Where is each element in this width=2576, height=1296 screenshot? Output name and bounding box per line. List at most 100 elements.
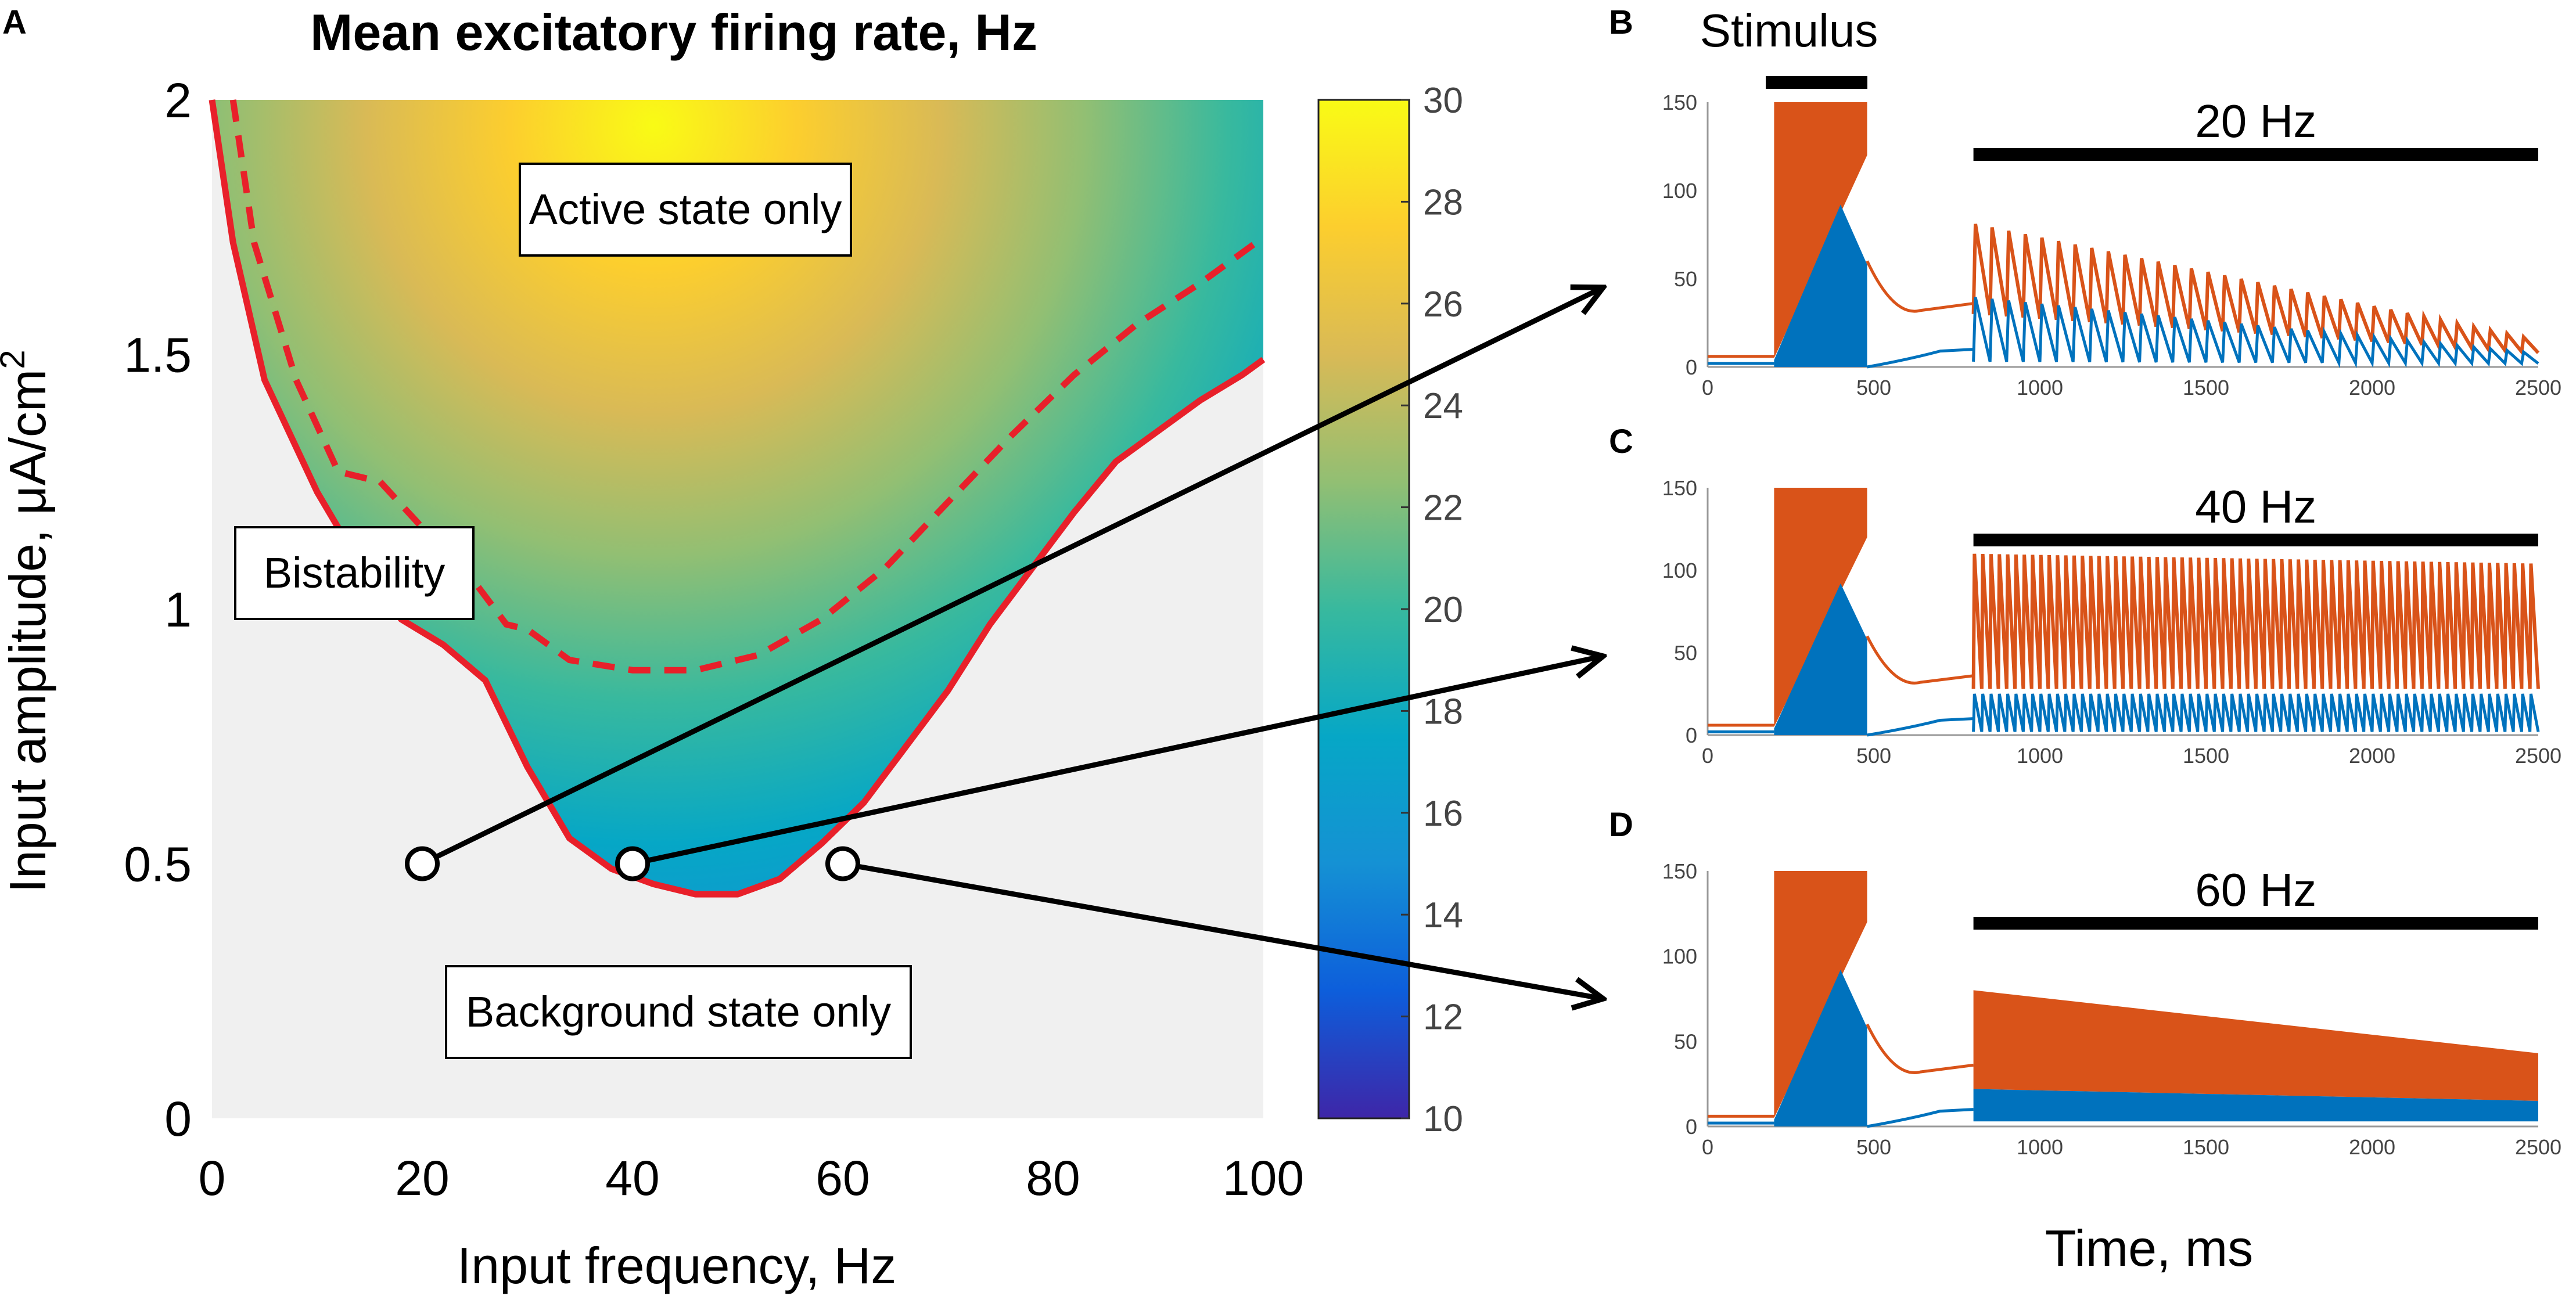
trace-x-tick-label: 2500 [2515, 1135, 2561, 1159]
trace-y-tick-label: 150 [1662, 91, 1697, 114]
trace-x-tick-label: 1000 [2017, 376, 2063, 399]
colorbar-tick-label: 22 [1423, 488, 1463, 528]
trace-x-tick-label: 1500 [2183, 376, 2229, 399]
heatmap-y-axis-title: Input amplitude, μA/cm2 [0, 350, 56, 892]
colorbar [1317, 99, 1410, 1119]
y-axis-title-superscript: 2 [0, 350, 32, 369]
inhibitory-input-band [1973, 1089, 2538, 1122]
input-frequency-label: 20 Hz [2195, 95, 2316, 147]
trace-x-tick-label: 2000 [2349, 744, 2395, 768]
excitatory-baseline-trace [1708, 1023, 1974, 1118]
input-frequency-label: 40 Hz [2195, 481, 2316, 532]
trace-x-tick-label: 1500 [2183, 744, 2229, 768]
label-background-state-only-text: Background state only [466, 988, 891, 1036]
trace-y-tick-label: 50 [1674, 267, 1697, 291]
heatmap-y-tick-label: 0.5 [124, 837, 192, 892]
colorbar-tick-label: 28 [1423, 182, 1463, 222]
panel-letter-c: C [1609, 423, 1633, 460]
colorbar-ticks: 10 12 14 16 18 20 22 24 26 28 30 [1401, 81, 1463, 1139]
trace-y-tick-label: 100 [1662, 945, 1697, 969]
colorbar-tick-label: 30 [1423, 81, 1463, 121]
heatmap-x-tick-label: 20 [395, 1151, 449, 1205]
excitatory-stimulus-response [1774, 488, 1867, 727]
trace-y-tick-label: 100 [1662, 179, 1697, 203]
trace-y-tick-label: 0 [1686, 723, 1697, 747]
heatmap-y-ticks: 0 0.5 1 1.5 2 [124, 73, 192, 1146]
trace-y-tick-label: 150 [1662, 476, 1697, 500]
trace-x-tick-label: 500 [1856, 1135, 1891, 1159]
heatmap-x-tick-label: 60 [815, 1151, 870, 1205]
inhibitory-baseline-trace [1708, 1108, 1974, 1128]
inhibitory-stimulus-response [1774, 204, 1867, 367]
colorbar-tick-label: 24 [1423, 386, 1463, 426]
trace-y-tick-label: 100 [1662, 559, 1697, 582]
heatmap-y-axis-title-group: Input amplitude, μA/cm2 [0, 350, 56, 892]
trace-x-tick-label: 0 [1702, 744, 1713, 768]
panel-a: A Mean excitatory firing rate, Hz 0 20 40 6… [0, 3, 1463, 1294]
heatmap-x-tick-label: 100 [1223, 1151, 1304, 1205]
label-bistability: Bistability [234, 526, 475, 620]
trace-y-tick-label: 0 [1686, 355, 1697, 379]
heatmap-title: Mean excitatory firing rate, Hz [310, 3, 1037, 61]
trace-x-tick-label: 500 [1856, 376, 1891, 399]
trace-y-tick-label: 150 [1662, 859, 1697, 883]
trace-x-tick-label: 500 [1856, 744, 1891, 768]
arrow-to-panel-d [842, 861, 1603, 999]
trace-x-tick-label: 0 [1702, 1135, 1713, 1159]
colorbar-tick-label: 18 [1423, 692, 1463, 732]
panel-letter-a: A [2, 3, 27, 41]
colorbar-tick-label: 12 [1423, 998, 1463, 1038]
excitatory-stimulus-response [1774, 871, 1867, 1118]
arrow-to-panel-b [421, 287, 1603, 866]
label-background-state-only: Background state only [445, 965, 912, 1059]
excitatory-baseline-trace [1708, 260, 1974, 358]
colorbar-tick-label: 16 [1423, 794, 1463, 834]
panel-letter-b: B [1609, 3, 1633, 41]
trace-x-tick-label: 1000 [2017, 1135, 2063, 1159]
colorbar-tick-label: 14 [1423, 895, 1463, 935]
trace-x-tick-label: 2500 [2515, 744, 2561, 768]
trace-x-axis-title: Time, ms [2045, 1219, 2254, 1277]
marker-60hz [825, 846, 860, 881]
colorbar-tick-label: 20 [1423, 590, 1463, 630]
label-active-state-only-text: Active state only [529, 185, 842, 233]
trace-x-tick-label: 2000 [2349, 1135, 2395, 1159]
excitatory-stimulus-response [1774, 102, 1867, 358]
trace-x-tick-label: 2500 [2515, 376, 2561, 399]
input-frequency-label: 60 Hz [2195, 864, 2316, 916]
heatmap-y-tick-label: 2 [164, 73, 192, 128]
panel-letter-d: D [1609, 806, 1633, 844]
trace-x-tick-label: 0 [1702, 376, 1713, 399]
colorbar-tick-label: 26 [1423, 285, 1463, 325]
colorbar-tick-label: 10 [1423, 1099, 1463, 1139]
excitatory-input-band [1973, 990, 2538, 1101]
trace-y-tick-label: 50 [1674, 1029, 1697, 1053]
bistability-boundary-line [229, 99, 1266, 674]
markers [405, 846, 860, 881]
excitatory-input-oscillation [1971, 224, 2540, 357]
heatmap-y-tick-label: 1 [164, 582, 192, 637]
arrow-to-panel-c [632, 656, 1603, 866]
trace-x-tick-label: 1000 [2017, 744, 2063, 768]
inhibitory-stimulus-response [1774, 583, 1867, 735]
inhibitory-input-oscillation [1972, 297, 2539, 369]
excitatory-input-oscillation [1971, 553, 2540, 689]
heatmap-y-tick-label: 1.5 [124, 328, 192, 383]
inhibitory-baseline-trace [1708, 717, 1974, 737]
heatmap-x-tick-label: 80 [1026, 1151, 1080, 1205]
marker-40hz [615, 846, 650, 881]
trace-y-tick-label: 50 [1674, 641, 1697, 665]
arrows [421, 287, 1603, 999]
stimulus-label: Stimulus [1700, 5, 1878, 56]
label-bistability-text: Bistability [264, 549, 445, 597]
inhibitory-baseline-trace [1708, 348, 1974, 369]
heatmap-x-ticks: 0 20 40 60 80 100 [199, 1151, 1304, 1205]
heatmap-y-tick-label: 0 [164, 1092, 192, 1146]
heatmap-x-tick-label: 40 [605, 1151, 659, 1205]
excitatory-baseline-trace [1708, 635, 1974, 727]
